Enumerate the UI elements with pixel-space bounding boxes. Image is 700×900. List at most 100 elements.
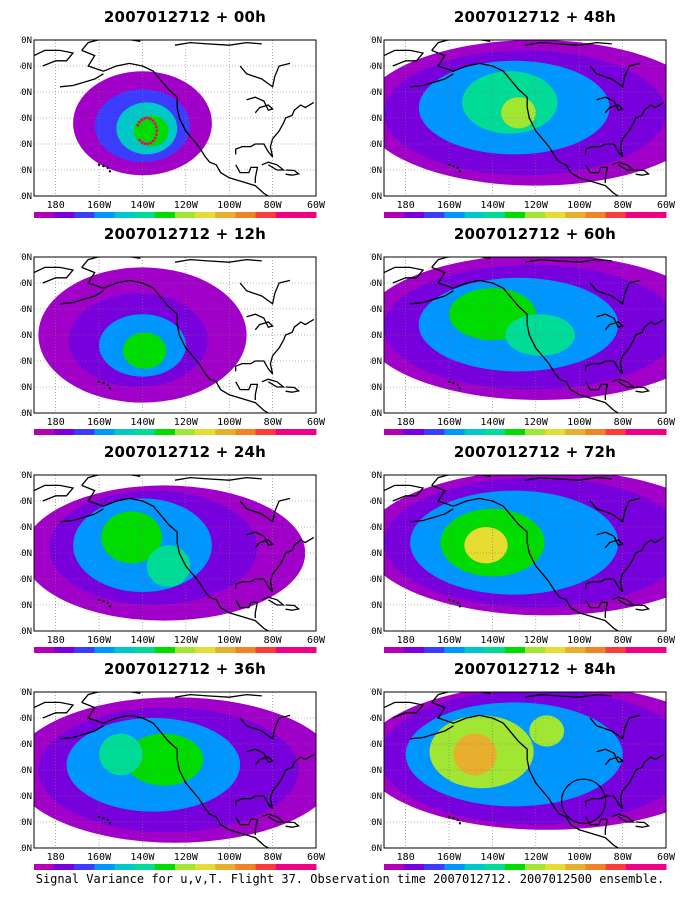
colorbar-swatch — [525, 647, 546, 653]
colorbar-swatch — [94, 429, 116, 435]
map-plot: 70N 60N 50N 40N 30N 20N 10N 180 160W 140W 120W 100W… — [20, 36, 326, 218]
colorbar-swatch — [504, 212, 526, 218]
lat-label: 30N — [370, 357, 382, 367]
lon-label: 60W — [657, 417, 676, 428]
colorbar-swatch — [114, 429, 136, 435]
lon-label: 120W — [524, 417, 549, 428]
colorbar-swatch — [645, 864, 667, 870]
lat-label: 50N — [20, 88, 32, 98]
colorbar-swatch — [195, 212, 216, 218]
lon-label: 60W — [657, 635, 676, 646]
colorbar-swatch — [424, 647, 445, 653]
lon-label: 160W — [437, 417, 462, 428]
lat-label: 20N — [20, 383, 32, 393]
colorbar-swatch — [645, 429, 667, 435]
lat-label: 10N — [20, 627, 32, 637]
flight-track — [136, 116, 159, 146]
variance-field — [384, 475, 666, 631]
colorbar-swatch — [424, 429, 445, 435]
colorbar-swatch — [34, 212, 55, 218]
lon-label: 140W — [130, 417, 155, 428]
colorbar-swatch — [565, 429, 586, 435]
colorbar-swatch — [235, 429, 257, 435]
panel-title: 2007012712 + 12h — [103, 225, 267, 243]
map-panel-60h: 2007012712 + 60h 70N 60N 50N 40N 30N 20N 10N 18… — [370, 225, 700, 435]
lon-label: 80W — [264, 417, 283, 428]
gridlines — [384, 475, 666, 631]
colorbar-swatch — [114, 212, 136, 218]
lat-label: 60N — [370, 62, 382, 72]
lon-label: 120W — [174, 200, 199, 211]
colorbar-swatch — [54, 864, 75, 870]
lon-label: 140W — [130, 200, 155, 211]
map-frame — [33, 39, 317, 197]
lon-label: 140W — [480, 635, 505, 646]
map-plot: 70N 60N 50N 40N 30N 20N 10N 180 160W 140W 120W 100W… — [20, 471, 326, 653]
colorbar-swatch — [504, 647, 526, 653]
colorbar-swatch — [255, 429, 277, 435]
colorbar-swatch — [195, 429, 216, 435]
colorbar-swatch — [74, 647, 95, 653]
colorbar-swatch — [525, 864, 546, 870]
panel-title: 2007012712 + 48h — [453, 8, 617, 26]
colorbar-swatch — [34, 864, 55, 870]
colorbar-swatch — [255, 864, 277, 870]
colorbar-swatch — [54, 647, 75, 653]
lat-label: 60N — [20, 62, 32, 72]
colorbar-swatch — [134, 212, 156, 218]
colorbar-swatch — [525, 212, 546, 218]
colorbar-swatch — [464, 429, 486, 435]
colorbar-swatch — [605, 647, 627, 653]
lon-label: 100W — [567, 200, 592, 211]
contour-level-fill — [464, 527, 508, 564]
lat-label: 70N — [370, 253, 382, 263]
map-frame — [383, 256, 667, 414]
panel-title: 2007012712 + 60h — [453, 225, 617, 243]
lon-label: 60W — [307, 417, 326, 428]
colorbar-swatch — [625, 429, 647, 435]
colorbar-swatch — [134, 429, 156, 435]
lon-label: 120W — [524, 635, 549, 646]
colorbar-swatch — [585, 212, 607, 218]
lat-label: 70N — [20, 471, 32, 481]
figure-caption: Signal Variance for u,v,T. Flight 37. Ob… — [35, 872, 665, 886]
colorbar-swatch — [134, 647, 156, 653]
lon-label: 120W — [174, 635, 199, 646]
map-panel-0h: 2007012712 + 00h 70N 60N 50N 40N 30N 20N 10N 18… — [20, 8, 350, 218]
lon-label: 120W — [524, 200, 549, 211]
coastlines — [34, 692, 315, 848]
lon-label: 180 — [397, 417, 415, 428]
colorbar-swatch — [444, 647, 466, 653]
lat-label: 40N — [20, 114, 32, 124]
lon-label: 180 — [397, 852, 415, 863]
colorbar-swatch — [255, 212, 277, 218]
lon-label: 100W — [567, 852, 592, 863]
lat-label: 60N — [20, 714, 32, 724]
lon-label: 160W — [87, 635, 112, 646]
colorbar-swatch — [74, 429, 95, 435]
lon-label: 80W — [264, 852, 283, 863]
colorbar-swatch — [645, 212, 667, 218]
colorbar-swatch — [565, 647, 586, 653]
panel-title: 2007012712 + 72h — [453, 443, 617, 461]
panel-title: 2007012712 + 84h — [453, 660, 617, 678]
colorbar: 1.62.23.145.16.37.591114212940 — [34, 212, 317, 218]
colorbar-swatch — [384, 647, 405, 653]
map-plot: 70N 60N 50N 40N 30N 20N 10N 180 160W 140W 120W 100W… — [370, 471, 676, 653]
lat-label: 40N — [20, 766, 32, 776]
lon-label: 100W — [217, 200, 242, 211]
colorbar-swatch — [585, 429, 607, 435]
colorbar-swatch — [525, 429, 546, 435]
lon-label: 180 — [47, 635, 65, 646]
lon-label: 80W — [614, 852, 633, 863]
colorbar-swatch — [404, 647, 425, 653]
coastlines — [34, 257, 315, 413]
lat-label: 60N — [20, 497, 32, 507]
contour-level-fill — [529, 715, 565, 747]
lon-label: 140W — [480, 852, 505, 863]
colorbar-swatch — [404, 429, 425, 435]
lat-label: 40N — [370, 549, 382, 559]
colorbar-swatch — [275, 864, 297, 870]
colorbar-swatch — [384, 864, 405, 870]
colorbar-swatch — [154, 429, 176, 435]
